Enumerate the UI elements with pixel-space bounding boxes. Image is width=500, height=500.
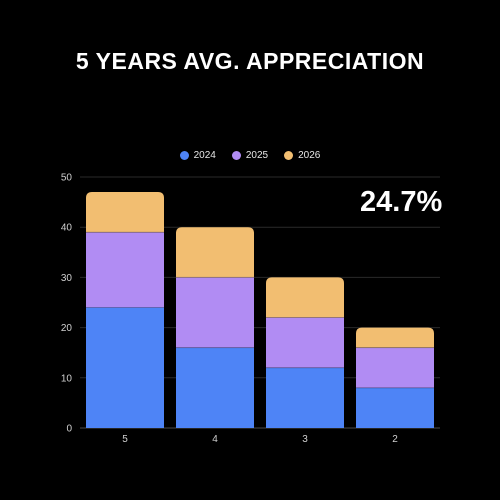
y-tick-label: 40 [61,223,73,234]
x-tick-label: 2 [392,434,398,445]
bar-segment [356,327,434,348]
legend-item-2025: 2025 [231,150,269,161]
y-tick-label: 0 [66,424,72,435]
x-tick-label: 3 [302,434,308,445]
x-tick-label: 4 [212,434,218,445]
legend-swatch-2024 [179,151,189,160]
bar-segment [86,307,164,428]
bar-segment [266,277,344,318]
bar-segment [356,347,434,388]
legend-item-2024: 2024 [179,150,216,161]
y-tick-label: 20 [61,323,73,334]
legend-item-2026: 2026 [284,150,320,161]
y-tick-label: 30 [61,273,73,284]
bar-segment [86,192,164,233]
y-tick-label: 10 [61,373,73,384]
bar-segment [176,347,254,428]
y-tick-label: 50 [61,173,73,184]
legend-label-2026: 2026 [298,150,321,161]
highlight-value: 24.7% [360,186,443,218]
x-tick-label: 5 [122,434,128,445]
bar-segment [176,227,254,278]
bar-segment [356,387,434,428]
bar-segment [266,367,344,428]
legend-label-2025: 2025 [245,150,269,161]
legend-label-2024: 2024 [193,150,216,161]
chart-legend: 2024 2025 2026 [0,150,500,161]
legend-swatch-2026 [284,151,294,160]
bar-segment [176,277,254,348]
bar-segment [86,232,164,308]
chart-title: 5 YEARS AVG. APPRECIATION [75,48,425,74]
legend-swatch-2025 [231,151,241,160]
bar-segment [266,317,344,368]
